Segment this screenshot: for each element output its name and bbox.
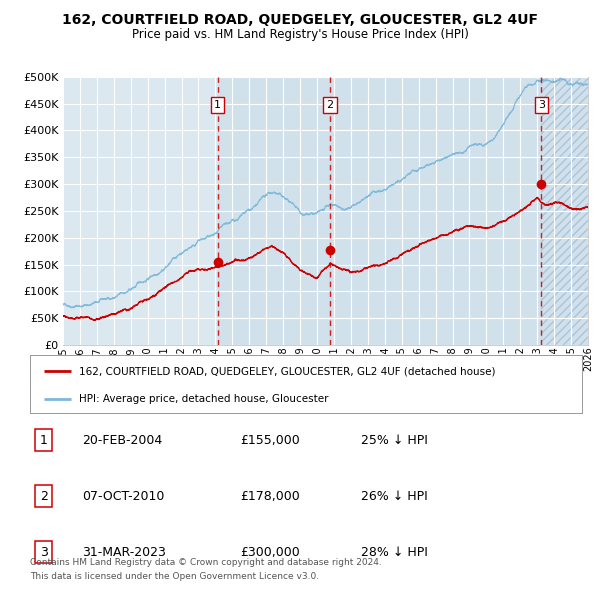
Text: 1: 1 [214,100,221,110]
Text: 07-OCT-2010: 07-OCT-2010 [82,490,165,503]
Bar [541,77,588,345]
Text: 2: 2 [326,100,334,110]
Bar [541,77,588,345]
Text: 162, COURTFIELD ROAD, QUEDGELEY, GLOUCESTER, GL2 4UF (detached house): 162, COURTFIELD ROAD, QUEDGELEY, GLOUCES… [79,366,495,376]
Text: This data is licensed under the Open Government Licence v3.0.: This data is licensed under the Open Gov… [30,572,319,581]
Text: £300,000: £300,000 [240,546,299,559]
Text: 20-FEB-2004: 20-FEB-2004 [82,434,163,447]
Text: 1: 1 [40,434,48,447]
Text: 3: 3 [538,100,545,110]
Text: 26% ↓ HPI: 26% ↓ HPI [361,490,428,503]
Text: £178,000: £178,000 [240,490,299,503]
Text: HPI: Average price, detached house, Gloucester: HPI: Average price, detached house, Glou… [79,394,328,404]
Text: £155,000: £155,000 [240,434,299,447]
Bar [218,77,330,345]
Text: 28% ↓ HPI: 28% ↓ HPI [361,546,428,559]
Text: 162, COURTFIELD ROAD, QUEDGELEY, GLOUCESTER, GL2 4UF: 162, COURTFIELD ROAD, QUEDGELEY, GLOUCES… [62,13,538,27]
Text: 31-MAR-2023: 31-MAR-2023 [82,546,166,559]
Text: Price paid vs. HM Land Registry's House Price Index (HPI): Price paid vs. HM Land Registry's House … [131,28,469,41]
Text: 2: 2 [40,490,48,503]
Text: 3: 3 [40,546,48,559]
Text: 25% ↓ HPI: 25% ↓ HPI [361,434,428,447]
Text: Contains HM Land Registry data © Crown copyright and database right 2024.: Contains HM Land Registry data © Crown c… [30,558,382,566]
Bar [330,77,541,345]
